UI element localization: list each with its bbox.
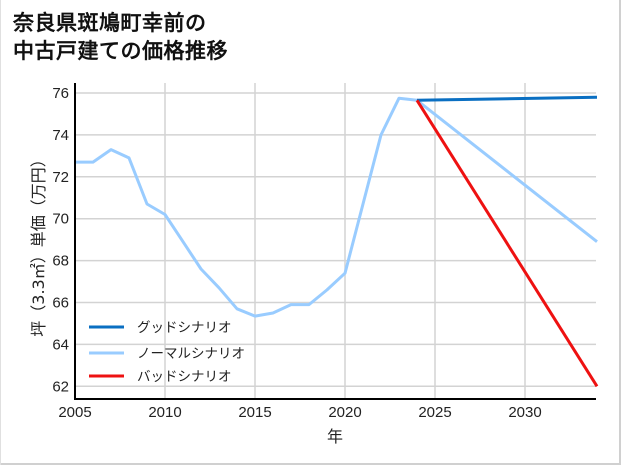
y-tick-label: 70 [52,211,69,228]
legend-label: ノーマルシナリオ [137,346,245,362]
axes [74,83,596,400]
y-tick-label: 74 [52,127,69,144]
chart-title-line2: 中古戸建ての価格推移 [13,39,228,63]
x-tick-label: 2030 [508,404,541,421]
legend-label: バッドシナリオ [137,369,232,385]
y-tick-label: 64 [52,336,69,353]
y-tick-label: 76 [52,85,69,102]
y-tick-label: 72 [52,169,69,186]
chart-title-line1: 奈良県斑鳩町幸前の [13,11,207,35]
x-axis-label: 年 [327,427,343,446]
legend-item: グッドシナリオ [89,320,232,336]
y-tick-label: 66 [52,295,69,312]
legend-label: グッドシナリオ [137,320,232,336]
legend-item: バッドシナリオ [89,369,232,385]
x-tick-label: 2015 [238,404,271,421]
chart-title: 奈良県斑鳩町幸前の 中古戸建ての価格推移 [13,9,228,65]
series-line [75,96,598,318]
y-tick-label: 68 [52,253,69,270]
x-tick-label: 2020 [328,404,361,421]
data-series [75,95,599,388]
x-tick-label: 2025 [418,404,451,421]
legend-item: ノーマルシナリオ [89,346,245,362]
y-tick-label: 62 [52,378,69,395]
x-tick-label: 2010 [148,404,181,421]
y-axis-label: 坪（3.3㎡）単価（万円） [29,151,48,336]
frame-left-edge [0,0,1,465]
series-line [415,99,599,388]
series-line [416,95,598,102]
x-tick-label: 2005 [58,404,91,421]
tick-labels: 2005 2010 2015 2020 2025 2030 62 64 66 68 70 72 74 76 [52,85,541,421]
